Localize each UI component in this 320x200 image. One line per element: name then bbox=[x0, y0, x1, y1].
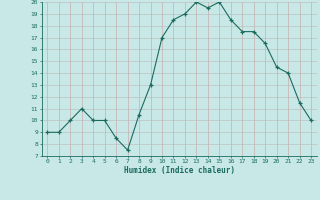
X-axis label: Humidex (Indice chaleur): Humidex (Indice chaleur) bbox=[124, 166, 235, 175]
